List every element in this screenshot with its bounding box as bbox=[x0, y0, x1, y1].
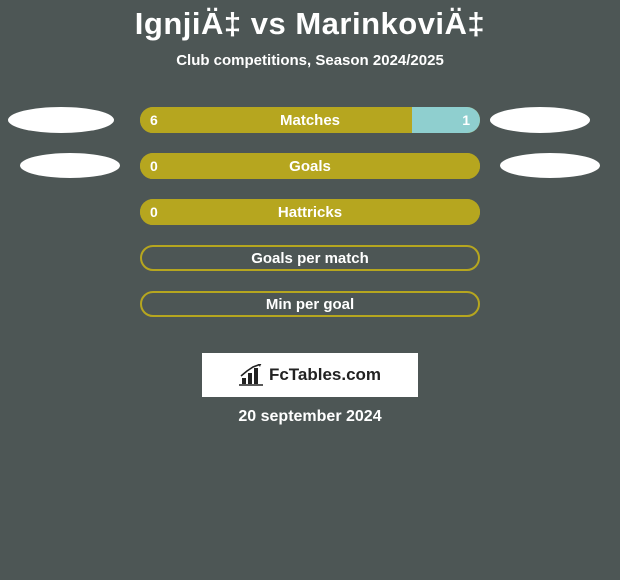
comparison-bar: Goals per match bbox=[140, 245, 480, 271]
bar-chart-icon bbox=[239, 364, 265, 386]
bar-split bbox=[140, 107, 480, 133]
comparison-row: Min per goal bbox=[0, 281, 620, 327]
comparison-row: Goals per match bbox=[0, 235, 620, 281]
page-subtitle: Club competitions, Season 2024/2025 bbox=[0, 52, 620, 69]
comparison-rows: Matches61 Goals0 Hattricks0 Goals per match… bbox=[0, 97, 620, 327]
comparison-row: Matches61 bbox=[0, 97, 620, 143]
fctables-logo[interactable]: FcTables.com bbox=[202, 353, 418, 397]
player-left-badge bbox=[8, 107, 114, 133]
bar-left-fill bbox=[140, 153, 480, 179]
comparison-bar: Min per goal bbox=[140, 291, 480, 317]
bar-left-segment bbox=[140, 107, 412, 133]
comparison-row: Goals0 bbox=[0, 143, 620, 189]
comparison-bar: Hattricks0 bbox=[140, 199, 480, 225]
player-left-badge bbox=[20, 153, 120, 178]
comparison-card: IgnjiÄ‡ vs MarinkoviÄ‡ Club competitions… bbox=[0, 0, 620, 580]
bar-left-fill bbox=[140, 199, 480, 225]
player-right-badge bbox=[500, 153, 600, 178]
bar-outline bbox=[140, 245, 480, 271]
page-title: IgnjiÄ‡ vs MarinkoviÄ‡ bbox=[0, 6, 620, 42]
footer-date: 20 september 2024 bbox=[0, 408, 620, 426]
fctables-logo-text: FcTables.com bbox=[269, 365, 381, 385]
bar-right-segment bbox=[412, 107, 480, 133]
bar-outline bbox=[140, 291, 480, 317]
comparison-row: Hattricks0 bbox=[0, 189, 620, 235]
comparison-bar: Goals0 bbox=[140, 153, 480, 179]
comparison-bar: Matches61 bbox=[140, 107, 480, 133]
player-right-badge bbox=[490, 107, 590, 133]
